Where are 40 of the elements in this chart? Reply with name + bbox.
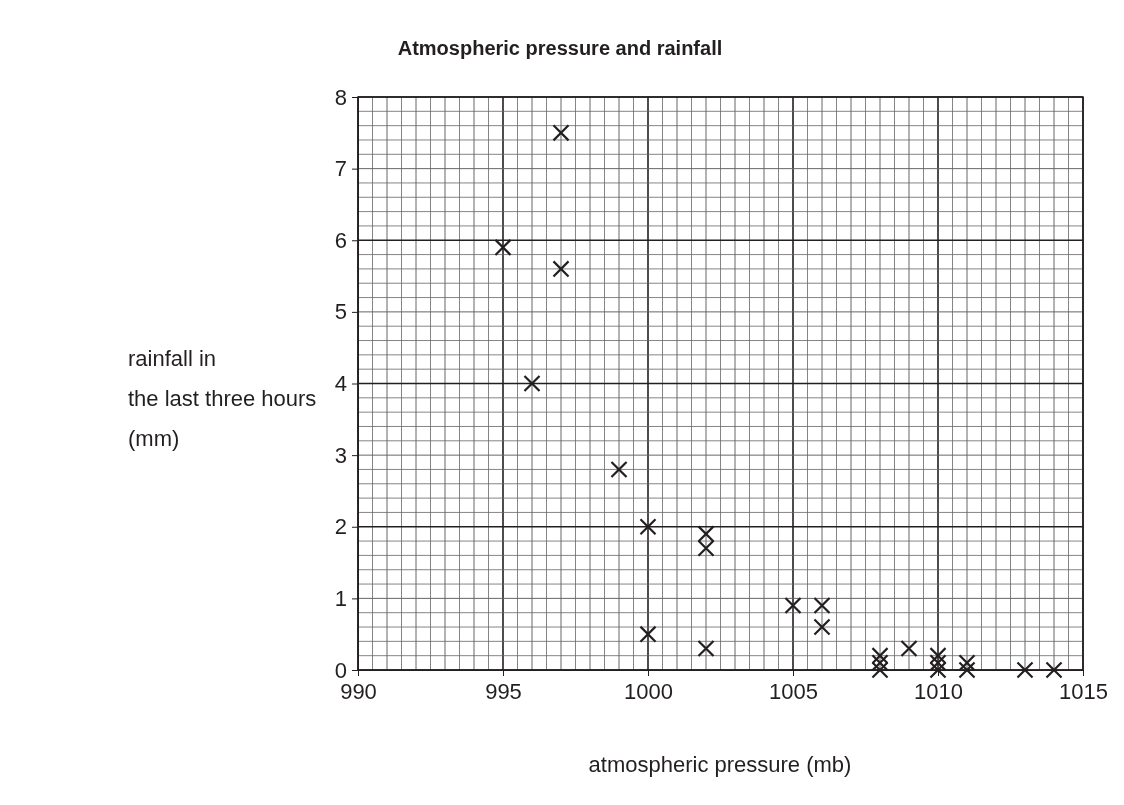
point [697, 639, 715, 658]
point [697, 525, 715, 543]
x-tick-label: 1010 [914, 678, 963, 704]
point [610, 460, 628, 479]
y-tick-label: 6 [334, 227, 347, 253]
point [929, 647, 947, 665]
point [697, 539, 715, 557]
x-axis-title: atmospheric pressure (mb) [588, 752, 852, 777]
y-tick-label: 4 [334, 371, 347, 397]
y-tick-label: 2 [334, 514, 347, 540]
point [813, 596, 831, 615]
point [784, 596, 802, 615]
point [1045, 661, 1063, 679]
point [871, 661, 889, 679]
point [900, 639, 918, 658]
x-tick-label: 1005 [769, 678, 818, 704]
x-tick-label: 995 [485, 678, 522, 704]
y-tick-label: 7 [334, 156, 347, 182]
point [871, 647, 889, 665]
point [929, 661, 947, 679]
point [639, 625, 657, 643]
y-axis-title: rainfall in the last three hours (mm) [128, 346, 317, 451]
chart-title: Atmospheric pressure and rainfall [397, 37, 723, 59]
x-tick-label: 1015 [1059, 678, 1108, 704]
point [871, 654, 889, 672]
y-tick-label: 1 [334, 585, 347, 611]
x-tick-label: 1000 [624, 678, 673, 704]
y-tick-label: 5 [334, 299, 347, 325]
point [958, 654, 976, 672]
point [494, 238, 512, 257]
point [639, 518, 657, 536]
point [813, 618, 831, 636]
point [523, 374, 541, 393]
point [958, 661, 976, 679]
point [552, 260, 570, 278]
y-tick-label: 8 [334, 84, 347, 110]
y-tick-label: 3 [334, 442, 347, 468]
point [929, 654, 947, 672]
point [1016, 661, 1034, 679]
point [552, 124, 570, 142]
